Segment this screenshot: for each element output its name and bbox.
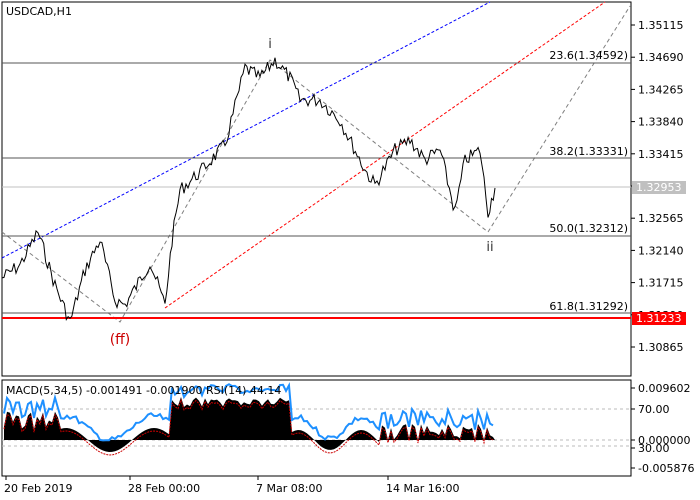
time-tick-label: 28 Feb 00:00 <box>128 482 200 495</box>
price-tick-label: 1.31715 <box>638 277 684 290</box>
price-series[interactable] <box>1 57 496 321</box>
wave-label-ff: (ff) <box>110 332 131 348</box>
price-tick-label: 1.35115 <box>638 19 684 32</box>
price-panel-frame <box>1 1 632 377</box>
projection-zigzag[interactable] <box>1 5 631 323</box>
price-tick-label: 1.34690 <box>638 51 684 64</box>
time-axis: 20 Feb 2019 28 Feb 00:00 7 Mar 08:00 14 Mar… <box>4 476 459 495</box>
macd-signal-line[interactable] <box>3 398 494 456</box>
price-tick-label: 1.33415 <box>638 148 684 161</box>
indicator-tick-label: 0.000000 <box>638 434 691 447</box>
time-tick-label: 7 Mar 08:00 <box>256 482 322 495</box>
current-price-badge <box>632 181 686 194</box>
support-price-label: 1.31233 <box>636 312 682 325</box>
indicator-tick-label: 0.009602 <box>638 382 691 395</box>
indicator-label: MACD(5,34,5) -0.001491 -0.001900 RSI(14)… <box>6 384 281 397</box>
wave-label-ii: ii <box>486 240 493 255</box>
fib-label-50-0: 50.0(1.32312) <box>549 222 628 235</box>
rsi-line[interactable] <box>3 382 494 442</box>
price-tick-label: 1.33840 <box>638 116 684 129</box>
fib-label-23-6: 23.6(1.34592) <box>549 49 628 62</box>
current-price-label: 1.32953 <box>636 181 682 194</box>
price-tick-label: 1.34265 <box>638 83 684 96</box>
indicator-tick-label: 70.00 <box>638 403 670 416</box>
symbol-label: USDCAD,H1 <box>6 5 72 18</box>
price-tick-label: 1.30865 <box>638 341 684 354</box>
indicator-tick-label: -0.005876 <box>638 462 694 475</box>
fib-label-61-8: 61.8(1.31292) <box>549 300 628 313</box>
time-tick-label: 20 Feb 2019 <box>4 482 72 495</box>
fib-label-38-2: 38.2(1.33331) <box>549 145 628 158</box>
red-channel-line[interactable] <box>164 1 606 309</box>
time-tick-label: 14 Mar 16:00 <box>386 482 459 495</box>
indicator-tick-label: 30.00 <box>638 442 670 455</box>
price-tick-label: 1.32140 <box>638 244 684 257</box>
blue-channel-line[interactable] <box>1 1 491 259</box>
support-price-badge <box>632 312 686 325</box>
wave-label-i: i <box>268 37 272 52</box>
price-tick-label: 1.32565 <box>638 212 684 225</box>
